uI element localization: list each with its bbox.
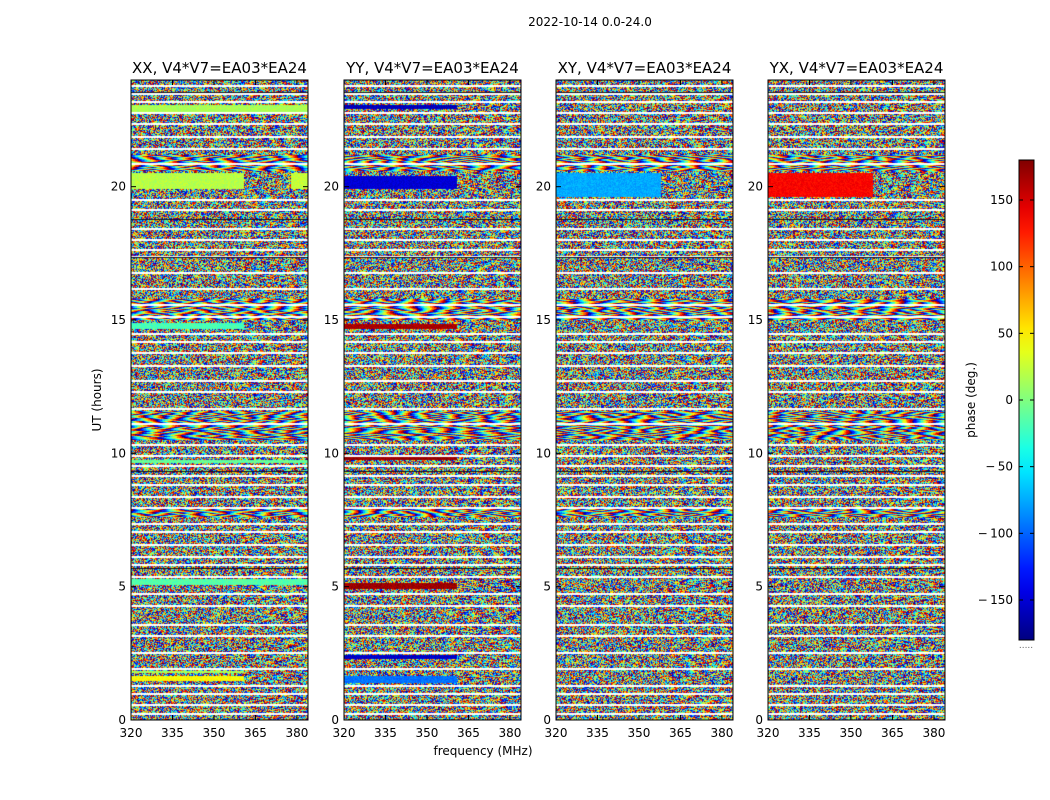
x-tick-label: 350 (628, 726, 651, 740)
colorbar-tick-label: − 50 (985, 460, 1013, 474)
x-tick-label: 350 (203, 726, 226, 740)
colorbar-tick-label: 50 (998, 326, 1013, 340)
y-tick-label: 0 (755, 713, 763, 727)
phase-heatmap (556, 80, 733, 720)
y-tick-label: 20 (536, 180, 551, 194)
x-tick-label: 335 (586, 726, 609, 740)
colorbar-label: phase (deg.) (964, 362, 978, 438)
phase-heatmap (131, 80, 308, 720)
y-tick-label: 10 (536, 446, 551, 460)
colorbar-tick-label: 100 (990, 260, 1013, 274)
colorbar-footnote: ..... (1019, 641, 1033, 651)
y-tick-label: 20 (748, 180, 763, 194)
y-tick-label: 15 (324, 313, 339, 327)
axes-frame (343, 79, 522, 721)
x-tick-label: 320 (120, 726, 143, 740)
phase-heatmap (768, 80, 945, 720)
y-tick-label: 10 (324, 446, 339, 460)
y-tick-label: 15 (536, 313, 551, 327)
x-tick-label: 380 (498, 726, 521, 740)
y-tick-label: 10 (111, 446, 126, 460)
axes-frame (130, 79, 309, 721)
x-tick-label: 380 (710, 726, 733, 740)
x-tick-label: 350 (840, 726, 863, 740)
panel-title: YY, V4*V7=EA03*EA24 (345, 59, 519, 77)
phase-heatmap (344, 80, 521, 720)
x-tick-label: 335 (374, 726, 397, 740)
panel-title: YX, V4*V7=EA03*EA24 (769, 59, 944, 77)
y-tick-label: 5 (331, 580, 339, 594)
figure-suptitle: 2022-10-14 0.0-24.0 (528, 15, 652, 29)
x-tick-label: 320 (545, 726, 568, 740)
y-tick-label: 0 (118, 713, 126, 727)
y-tick-label: 10 (748, 446, 763, 460)
y-tick-label: 5 (543, 580, 551, 594)
axes-frame (555, 79, 734, 721)
y-tick-label: 5 (118, 580, 126, 594)
x-tick-label: 380 (922, 726, 945, 740)
panel-0: XX, V4*V7=EA03*EA24 320 335 350 365 380 0 5 10 15… (111, 59, 309, 740)
colorbar-tick-label: − 150 (978, 593, 1013, 607)
panel-2: XY, V4*V7=EA03*EA24 320 335 350 365 380 0 5 10 15… (536, 59, 734, 740)
x-tick-label: 335 (798, 726, 821, 740)
y-axis-label: UT (hours) (90, 368, 104, 431)
y-tick-label: 20 (111, 180, 126, 194)
colorbar-tick-label: 150 (990, 193, 1013, 207)
x-tick-label: 320 (757, 726, 780, 740)
x-tick-label: 365 (244, 726, 267, 740)
x-axis-label: frequency (MHz) (433, 744, 532, 758)
x-tick-label: 365 (457, 726, 480, 740)
colorbar-tick-label: − 100 (978, 526, 1013, 540)
x-tick-label: 380 (285, 726, 308, 740)
x-tick-label: 365 (669, 726, 692, 740)
x-tick-label: 365 (881, 726, 904, 740)
y-tick-label: 0 (543, 713, 551, 727)
x-tick-label: 335 (161, 726, 184, 740)
panel-title: XX, V4*V7=EA03*EA24 (132, 59, 307, 77)
x-tick-label: 320 (333, 726, 356, 740)
x-tick-label: 350 (416, 726, 439, 740)
y-tick-label: 15 (111, 313, 126, 327)
y-tick-label: 20 (324, 180, 339, 194)
colorbar: 150 100 50 0 − 50 − 100 − 150 (978, 159, 1035, 641)
panels-group: XX, V4*V7=EA03*EA24 320 335 350 365 380 0 5 10 15… (111, 59, 946, 740)
axes-frame (767, 79, 946, 721)
panel-title: XY, V4*V7=EA03*EA24 (558, 59, 732, 77)
y-tick-label: 5 (755, 580, 763, 594)
y-tick-label: 0 (331, 713, 339, 727)
colorbar-tick-label: 0 (1005, 393, 1013, 407)
panel-3: YX, V4*V7=EA03*EA24 320 335 350 365 380 0 5 10 15… (748, 59, 946, 740)
y-tick-label: 15 (748, 313, 763, 327)
panel-1: YY, V4*V7=EA03*EA24 320 335 350 365 380 0 5 10 15… (324, 59, 522, 740)
